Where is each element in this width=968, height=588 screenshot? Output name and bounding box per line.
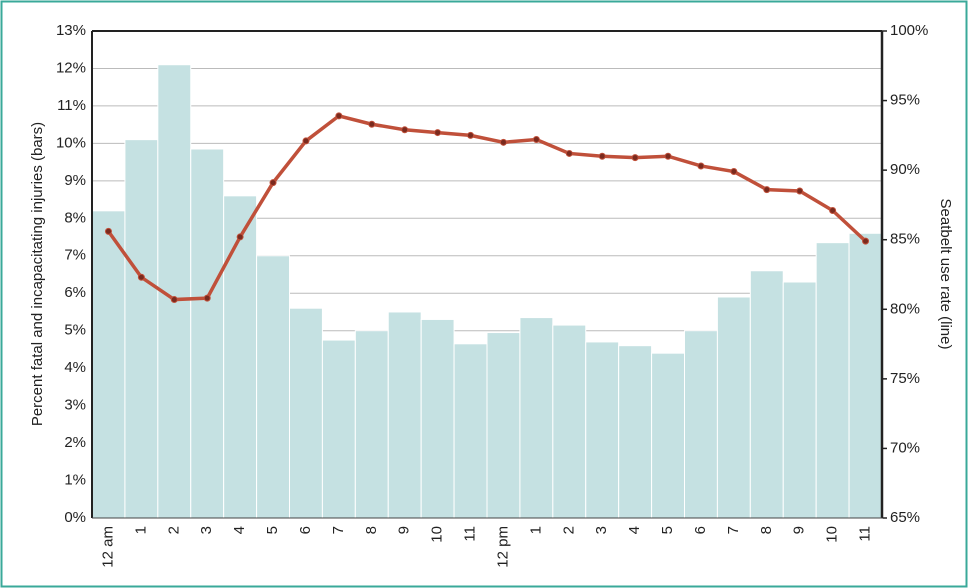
- line-marker: [137, 273, 145, 281]
- line-marker: [532, 136, 540, 144]
- y-axis-label: Percent fatal and incapacitating injurie…: [29, 122, 46, 426]
- line-marker: [170, 296, 178, 304]
- bar: [354, 330, 389, 519]
- bar: [716, 296, 751, 519]
- y2-tick-label: 90%: [890, 161, 920, 178]
- y-tick-label: 12%: [56, 59, 86, 76]
- bar: [618, 345, 653, 519]
- x-tick-label: 12 am: [99, 526, 116, 568]
- x-tick-label: 9: [791, 526, 808, 534]
- y2-tick-label: 95%: [890, 92, 920, 109]
- y-tick-label: 10%: [56, 134, 86, 151]
- bar: [651, 352, 685, 519]
- y2-tick-label: 100%: [890, 22, 928, 39]
- x-tick-label: 9: [396, 526, 413, 534]
- bar: [519, 317, 554, 519]
- line-marker: [697, 162, 705, 170]
- line-marker: [631, 154, 639, 162]
- x-tick-label: 4: [231, 526, 248, 534]
- y-tick-label: 13%: [56, 22, 86, 39]
- x-tick-label: 7: [725, 526, 742, 534]
- line-marker: [434, 129, 442, 137]
- line-marker: [730, 168, 738, 176]
- x-tick-label: 3: [198, 526, 215, 534]
- line-marker: [598, 152, 606, 160]
- y-tick-label: 7%: [64, 247, 86, 264]
- bar: [420, 318, 455, 519]
- x-tick-label: 11: [462, 526, 479, 542]
- y2-axis-label: Seatbelt use rate (line): [937, 199, 954, 350]
- line-marker: [664, 152, 672, 160]
- x-tick-label: 10: [824, 526, 841, 543]
- x-tick-label: 3: [593, 526, 610, 534]
- line-marker: [203, 294, 211, 302]
- y2-tick-label: 85%: [890, 231, 920, 248]
- x-tick-label: 4: [626, 526, 643, 534]
- x-tick-label: 10: [429, 526, 446, 543]
- y-tick-label: 2%: [64, 434, 86, 451]
- bar: [749, 270, 784, 519]
- x-tick-label: 6: [692, 526, 709, 534]
- bar: [321, 339, 356, 519]
- x-tick-label: 8: [758, 526, 775, 534]
- y-tick-label: 9%: [64, 172, 86, 189]
- bar: [256, 255, 291, 519]
- y2-tick-label: 65%: [890, 509, 920, 526]
- y2-tick-label: 80%: [890, 300, 920, 317]
- bar: [289, 307, 323, 519]
- x-tick-label: 1: [132, 526, 149, 534]
- x-tick-label: 2: [165, 526, 182, 534]
- y-tick-label: 3%: [64, 397, 86, 414]
- x-tick-label: 8: [363, 526, 380, 534]
- y-tick-label: 5%: [64, 322, 86, 339]
- bar: [387, 311, 422, 519]
- x-tick-label: 7: [330, 526, 347, 534]
- bar: [453, 343, 488, 519]
- x-tick-label: 6: [297, 526, 314, 534]
- line-marker: [467, 131, 475, 139]
- line-marker: [829, 206, 837, 214]
- line-marker: [104, 227, 112, 235]
- x-tick-label: 11: [857, 526, 874, 542]
- line-marker: [368, 120, 376, 128]
- bar: [552, 324, 587, 519]
- y2-tick-label: 75%: [890, 370, 920, 387]
- y2-tick-label: 70%: [890, 439, 920, 456]
- bar: [91, 210, 126, 519]
- bar: [782, 281, 817, 519]
- bar: [848, 232, 883, 519]
- y-tick-label: 1%: [64, 472, 86, 489]
- bar: [815, 242, 850, 519]
- x-tick-label: 2: [560, 526, 577, 534]
- line-marker: [401, 126, 409, 134]
- line: [107, 113, 867, 302]
- y-tick-label: 6%: [64, 284, 86, 301]
- y-tick-label: 8%: [64, 209, 86, 226]
- bar: [124, 139, 159, 519]
- line-marker: [269, 179, 277, 187]
- line-marker: [236, 233, 244, 241]
- line-marker: [335, 112, 343, 120]
- x-tick-label: 5: [264, 526, 281, 534]
- line-marker: [302, 137, 310, 145]
- y-tick-label: 11%: [57, 97, 86, 114]
- y-tick-label: 0%: [64, 509, 86, 526]
- bar: [684, 330, 718, 519]
- bar: [190, 148, 225, 519]
- bar: [223, 195, 258, 519]
- bar: [486, 332, 521, 519]
- x-tick-label: 12 pm: [494, 526, 511, 568]
- line-marker: [763, 186, 771, 194]
- line-marker: [862, 237, 870, 245]
- line-marker: [499, 138, 507, 146]
- line-marker: [565, 149, 573, 157]
- bar: [585, 341, 620, 519]
- line-marker: [796, 187, 804, 195]
- x-tick-label: 5: [659, 526, 676, 534]
- x-tick-label: 1: [527, 526, 544, 534]
- y-tick-label: 4%: [64, 359, 86, 376]
